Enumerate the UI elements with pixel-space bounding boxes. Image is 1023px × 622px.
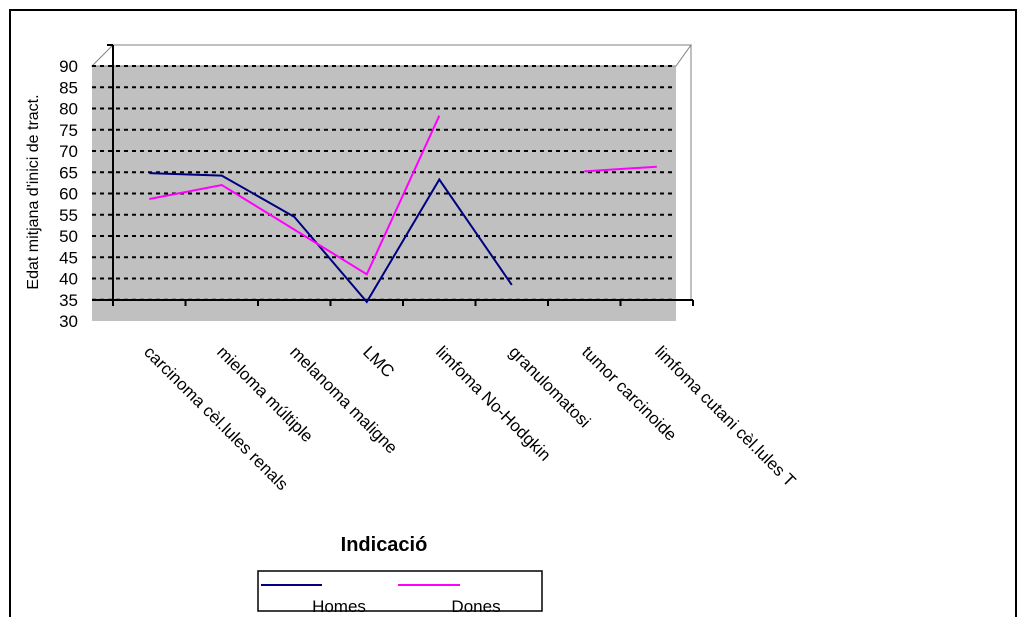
- y-tick-label: 30: [59, 312, 78, 331]
- y-tick-label: 75: [59, 121, 78, 140]
- y-tick-label: 60: [59, 185, 78, 204]
- legend-label-dones: Dones: [451, 597, 500, 616]
- y-tick-label: 55: [59, 206, 78, 225]
- plot-3d-top-wall: [90, 44, 692, 67]
- series-lines: [149, 115, 657, 304]
- y-tick-label: 40: [59, 270, 78, 289]
- legend-label-homes: Homes: [312, 597, 366, 616]
- y-tick-label: 45: [59, 248, 78, 267]
- series-line-dones: [149, 115, 441, 276]
- y-tick-label: 70: [59, 142, 78, 161]
- y-tick-label: 50: [59, 227, 78, 246]
- y-tick-label: 80: [59, 100, 78, 119]
- y-tick-label: 85: [59, 78, 78, 97]
- x-axis-label: Indicació: [341, 534, 428, 556]
- y-tick-label: 90: [59, 57, 78, 76]
- legend-box: [257, 570, 543, 612]
- series-line-homes: [149, 172, 513, 304]
- y-tick-label: 35: [59, 291, 78, 310]
- y-axis-label: Edat mitjana d'inici de tract.: [25, 94, 42, 289]
- series-line-dones: [584, 165, 657, 173]
- y-axis: 30 35 40 45 50 55 60 65 70 75 80 85 90: [59, 44, 114, 331]
- y-tick-label: 65: [59, 163, 78, 182]
- legend: Homes Dones: [257, 570, 543, 616]
